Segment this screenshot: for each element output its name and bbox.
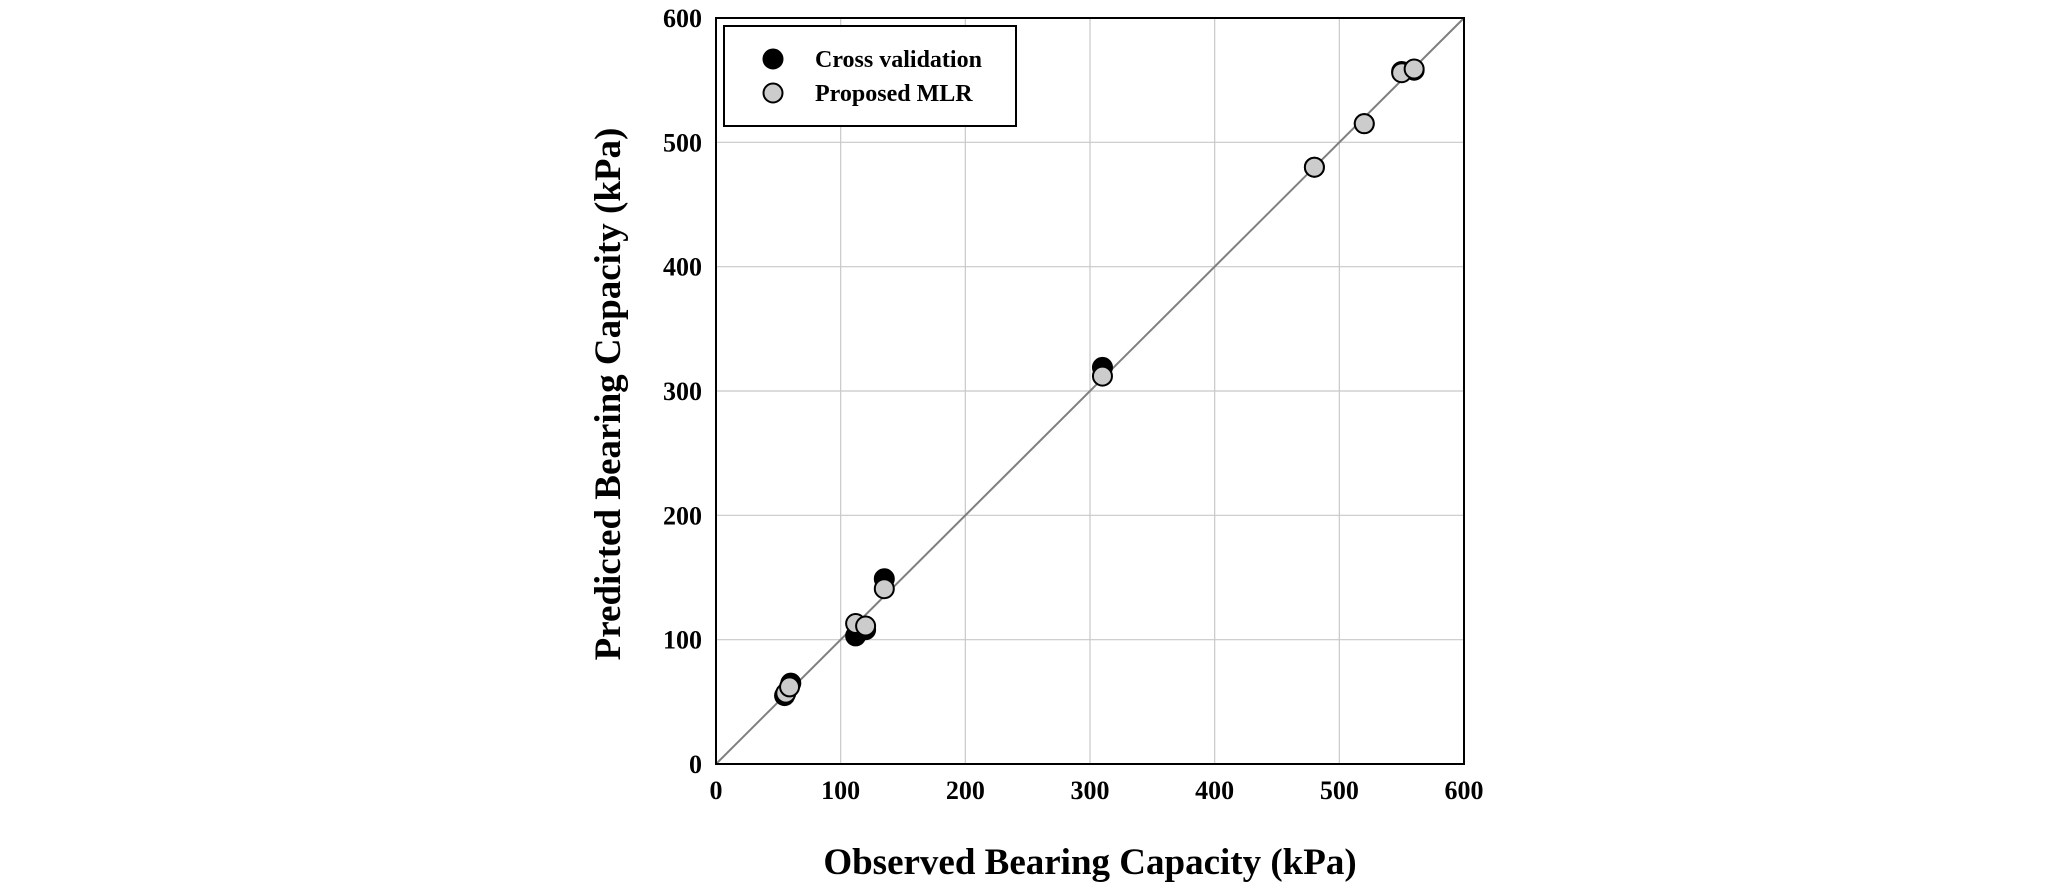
legend-label-cross-validation: Cross validation [815,47,982,73]
y-tick-label: 300 [663,377,702,406]
x-tick-label: 600 [1445,776,1484,805]
x-tick-label: 0 [710,776,723,805]
x-tick-label: 100 [821,776,860,805]
y-tick-label: 600 [663,4,702,33]
y-tick-label: 400 [663,253,702,282]
x-tick-label: 500 [1320,776,1359,805]
legend-box [723,25,1017,127]
point-proposed-mlr-7 [1353,113,1375,135]
data-points [774,58,1425,707]
plot-area-frame [715,17,1465,765]
x-axis-title: Observed Bearing Capacity (kPa) [823,842,1356,883]
point-proposed-mlr-6 [1303,156,1325,178]
y-tick-label: 500 [663,128,702,157]
point-proposed-mlr-4 [873,578,895,600]
y-axis-title: Predicted Bearing Capacity (kPa) [588,128,629,661]
point-proposed-mlr-3 [855,615,877,637]
y-tick-label: 200 [663,501,702,530]
legend-marker-proposed-mlr [762,82,784,104]
x-tick-label: 400 [1195,776,1234,805]
tick-labels: 0 100 200 300 400 500 600 0 100 200 300 400 500 600 [663,4,1484,805]
point-proposed-mlr-5 [1091,365,1113,387]
reference-line-layer [715,17,1465,765]
x-tick-label: 200 [946,776,985,805]
reference-line-1-to-1 [715,17,1465,765]
point-proposed-mlr-9 [1403,58,1425,80]
legend-label-proposed-mlr: Proposed MLR [815,81,973,107]
point-proposed-mlr-1 [779,676,801,698]
legend: Cross validation Proposed MLR [723,25,1017,127]
y-tick-label: 100 [663,626,702,655]
legend-marker-cross-validation [762,48,784,70]
x-tick-label: 300 [1071,776,1110,805]
y-tick-label: 0 [689,750,702,779]
